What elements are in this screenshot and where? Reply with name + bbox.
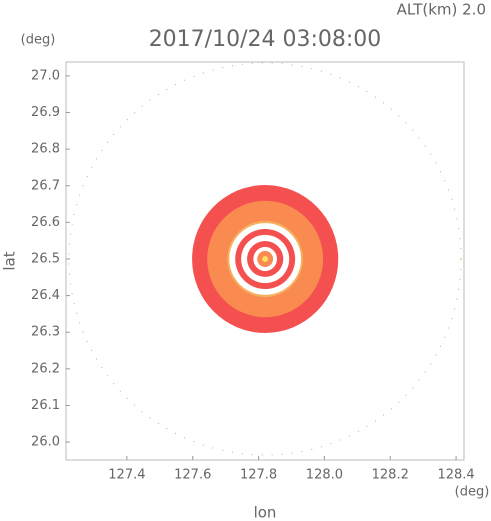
x-tick-label: 127.6 <box>174 468 211 483</box>
y-tick-label: 26.5 <box>31 251 60 266</box>
y-tick-label: 27.0 <box>31 68 60 83</box>
x-axis-label: lon <box>254 504 277 521</box>
y-tick-label: 26.1 <box>31 398 60 413</box>
echo-ring <box>262 256 269 262</box>
x-tick-label: 128.0 <box>306 468 343 483</box>
y-tick-label: 26.0 <box>31 435 60 450</box>
y-axis-label: lat <box>1 251 19 270</box>
x-tick-label: 127.4 <box>108 468 145 483</box>
y-tick-label: 26.6 <box>31 215 60 230</box>
x-tick-label: 128.4 <box>437 468 474 483</box>
y-tick-label: 26.8 <box>31 142 60 157</box>
y-tick-label: 26.3 <box>31 325 60 340</box>
y-tick-label: 26.9 <box>31 105 60 120</box>
range-ring <box>68 62 462 456</box>
altitude-label: ALT(km) 2.0 <box>397 1 486 19</box>
y-tick-label: 26.4 <box>31 288 60 303</box>
plot-frame <box>65 61 465 461</box>
chart-title: 2017/10/24 03:08:00 <box>149 27 382 52</box>
y-tick-label: 26.2 <box>31 361 60 376</box>
x-tick-label: 127.8 <box>240 468 277 483</box>
y-unit: (deg) <box>21 33 56 48</box>
y-tick-label: 26.7 <box>31 178 60 193</box>
x-unit: (deg) <box>455 485 490 500</box>
x-tick-label: 128.2 <box>372 468 409 483</box>
